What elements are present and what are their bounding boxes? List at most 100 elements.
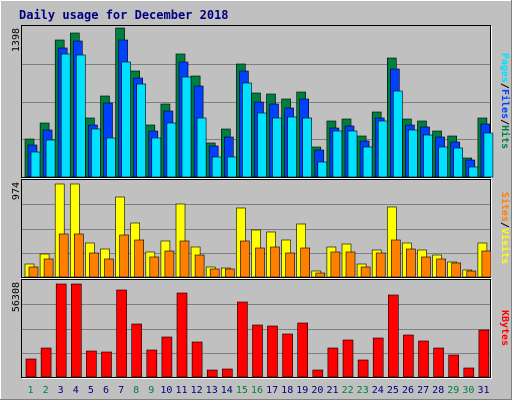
- bar-pages-day-12: [196, 117, 207, 178]
- y-axis-max-label: 56308: [11, 282, 22, 312]
- y-axis-max-label: 1398: [11, 28, 22, 52]
- bar-sites-day-27: [421, 256, 431, 278]
- bar-sites-day-14: [225, 268, 235, 278]
- legend-entry: Hits: [499, 125, 511, 149]
- day-label: 17: [266, 385, 278, 396]
- bar-pages-day-24: [377, 120, 388, 178]
- day-label: 21: [326, 385, 338, 396]
- bar-kbytes-day-26: [403, 334, 414, 378]
- bar-kbytes-day-31: [478, 329, 490, 378]
- bar-kbytes-day-20: [312, 369, 324, 378]
- bar-pages-day-27: [423, 134, 433, 178]
- bar-kbytes-day-30: [463, 367, 475, 378]
- bar-kbytes-day-18: [282, 333, 293, 378]
- bar-kbytes-day-10: [161, 336, 173, 378]
- day-axis: 1 2 3 4 5 6 7 8 9 10 11 12 13 14 15 16 17 18 19 20 21 22 23 24 2…: [27, 385, 489, 396]
- day-label: 19: [296, 385, 308, 396]
- bar-pages-day-21: [332, 130, 343, 178]
- bar-pages-day-7: [121, 61, 131, 178]
- bar-kbytes-day-6: [101, 351, 112, 378]
- bar-sites-day-28: [436, 258, 446, 278]
- bar-kbytes-day-24: [372, 337, 384, 378]
- bar-sites-day-29: [451, 262, 462, 278]
- bar-pages-day-5: [91, 128, 101, 178]
- bar-kbytes-day-7: [116, 289, 127, 378]
- bar-sites-day-4: [74, 233, 84, 278]
- bar-sites-day-9: [149, 256, 160, 278]
- day-label: 1: [27, 385, 33, 396]
- panel-visits-sites: [21, 179, 491, 278]
- series-legend: Sites/Visits: [499, 192, 511, 264]
- bar-kbytes-day-13: [206, 369, 218, 378]
- bar-pages-day-4: [76, 54, 86, 178]
- bar-sites-day-18: [285, 252, 295, 278]
- bar-kbytes-day-21: [327, 347, 339, 378]
- bar-pages-day-18: [287, 116, 297, 178]
- y-axis-max-label: 974: [11, 182, 22, 200]
- day-label: 28: [432, 385, 444, 396]
- bar-sites-day-3: [58, 233, 69, 278]
- bar-sites-day-13: [209, 268, 220, 278]
- day-label: 14: [221, 385, 233, 396]
- bar-pages-day-22: [347, 130, 358, 178]
- legend-entry: Sites: [499, 192, 511, 222]
- bar-kbytes-day-25: [387, 294, 399, 378]
- day-label: 26: [402, 385, 414, 396]
- bar-pages-day-28: [438, 146, 448, 178]
- bar-pages-day-20: [317, 161, 328, 178]
- bar-sites-day-15: [240, 240, 250, 278]
- day-label: 24: [372, 385, 384, 396]
- series-legend: KBytes: [499, 310, 510, 346]
- bar-pages-day-25: [392, 90, 403, 178]
- legend-entry: /: [499, 222, 510, 228]
- bar-sites-day-20: [315, 272, 326, 278]
- day-label: 30: [462, 385, 474, 396]
- bar-sites-day-21: [330, 251, 341, 278]
- bar-sites-day-17: [270, 246, 280, 278]
- day-label: 31: [477, 385, 489, 396]
- bar-sites-day-26: [406, 248, 416, 278]
- bar-sites-day-11: [179, 240, 190, 278]
- day-label: 15: [236, 385, 248, 396]
- day-label: 5: [88, 385, 94, 396]
- legend-entry: Visits: [499, 228, 511, 264]
- bar-sites-day-12: [194, 254, 205, 278]
- bar-sites-day-23: [360, 266, 371, 278]
- legend-entry: Pages: [499, 53, 510, 83]
- day-label: 9: [148, 385, 154, 396]
- day-label: 23: [357, 385, 369, 396]
- bar-kbytes-day-1: [25, 358, 37, 378]
- day-label: 7: [118, 385, 124, 396]
- bar-sites-day-1: [28, 266, 39, 278]
- bar-pages-day-14: [227, 156, 237, 178]
- bar-pages-day-30: [468, 166, 479, 178]
- bar-pages-day-3: [60, 53, 71, 178]
- bar-pages-day-8: [136, 83, 146, 178]
- bar-pages-day-19: [302, 117, 313, 178]
- day-label: 8: [133, 385, 139, 396]
- bar-pages-day-31: [483, 132, 494, 178]
- bar-sites-day-22: [345, 251, 356, 278]
- day-label: 25: [387, 385, 399, 396]
- day-label: 22: [342, 385, 354, 396]
- day-label: 12: [191, 385, 203, 396]
- legend-entry: KBytes: [499, 310, 510, 346]
- bar-kbytes-day-11: [176, 292, 188, 378]
- bar-sites-day-2: [43, 258, 54, 278]
- bar-kbytes-day-22: [342, 339, 354, 378]
- day-label: 16: [251, 385, 263, 396]
- bar-sites-day-19: [300, 247, 311, 278]
- bar-sites-day-16: [255, 247, 265, 278]
- bar-sites-day-5: [89, 252, 99, 278]
- bar-sites-day-25: [390, 239, 401, 278]
- legend-entry: Files: [499, 89, 511, 119]
- chart-title: Daily usage for December 2018: [19, 8, 229, 22]
- day-label: 2: [43, 385, 49, 396]
- bar-sites-day-31: [481, 250, 492, 278]
- bar-sites-day-24: [375, 252, 386, 278]
- day-label: 6: [103, 385, 109, 396]
- bar-sites-day-8: [134, 239, 144, 278]
- panel-kbytes: [21, 279, 491, 378]
- bar-pages-day-6: [106, 137, 116, 178]
